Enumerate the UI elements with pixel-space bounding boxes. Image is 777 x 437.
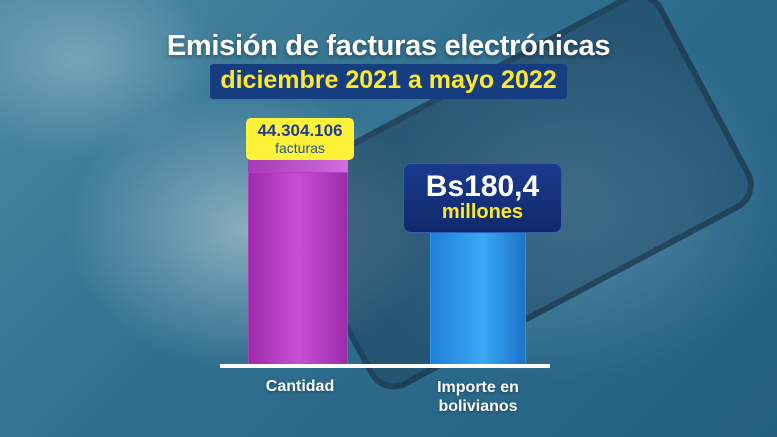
category-label-importe: Importe en bolivianos: [408, 378, 548, 416]
chart-subtitle-wrap: diciembre 2021 a mayo 2022: [0, 64, 777, 99]
bar-cantidad: [248, 156, 348, 365]
bar-cantidad-top: [248, 156, 348, 172]
value-label-importe: Bs180,4 millones: [403, 163, 562, 233]
value-importe: Bs180,4: [425, 170, 540, 203]
value-cantidad: 44.304.106: [257, 121, 343, 140]
category-label-cantidad: Cantidad: [265, 378, 335, 395]
chart-title: Emisión de facturas electrónicas: [166, 30, 611, 62]
x-axis-line: [220, 364, 550, 368]
category-label-importe-line2: bolivianos: [438, 398, 518, 415]
chart-subtitle: diciembre 2021 a mayo 2022: [210, 64, 567, 99]
unit-importe: millones: [441, 201, 524, 223]
value-label-cantidad: 44.304.106 facturas: [246, 118, 354, 160]
category-label-importe-line1: Importe en: [437, 379, 519, 396]
unit-cantidad: facturas: [275, 140, 325, 156]
bar-importe: [430, 227, 526, 365]
